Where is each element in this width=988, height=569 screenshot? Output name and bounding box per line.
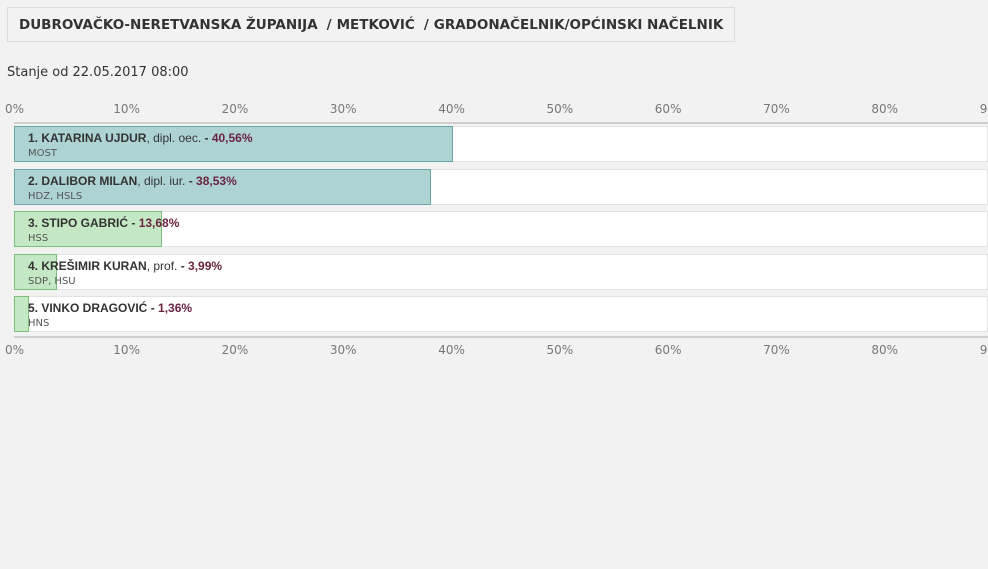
result-bar[interactable] — [14, 211, 163, 247]
top-axis-tick: 10% — [113, 102, 140, 116]
bottom-axis-tick: 70% — [763, 343, 790, 357]
top-axis-tick: 60% — [654, 102, 682, 116]
candidate-name: 3. STIPO GABRIĆ — [28, 216, 129, 230]
candidate-title: , dipl. oec. — [146, 131, 202, 145]
result-row-track — [14, 211, 988, 247]
bottom-axis-tick: 30% — [329, 343, 357, 357]
candidate-label: 5. VINKO DRAGOVIĆ - 1,36% — [28, 301, 193, 315]
breadcrumb-separator: / — [326, 16, 332, 33]
candidate-label: 4. KREŠIMIR KURAN, prof. - 3,99% — [28, 258, 223, 273]
candidate-title: , dipl. iur. — [137, 173, 186, 188]
candidate-party: HSS — [28, 233, 49, 244]
breadcrumb-city[interactable]: METKOVIĆ — [336, 16, 415, 33]
bottom-axis-tick: 0% — [5, 343, 25, 357]
candidate-label: 3. STIPO GABRIĆ - 13,68% — [28, 216, 180, 230]
bottom-axis-line — [14, 336, 988, 338]
bottom-axis-tick: 80% — [871, 343, 899, 357]
candidate-name: 1. KATARINA UJDUR — [28, 131, 147, 145]
bottom-axis-tick: 10% — [113, 343, 140, 357]
top-axis-tick: 0% — [5, 102, 25, 116]
bottom-axis-tick: 90% — [979, 343, 988, 357]
candidate-name: 4. KREŠIMIR KURAN — [28, 258, 147, 273]
breadcrumb-separator: / — [423, 16, 429, 33]
candidate-party: HNS — [28, 318, 50, 329]
candidate-name: 5. VINKO DRAGOVIĆ — [28, 301, 148, 315]
candidate-percent: 3,99% — [188, 258, 223, 273]
candidate-percent: 13,68% — [138, 216, 180, 230]
result-bar[interactable] — [14, 126, 454, 162]
result-row-track — [14, 253, 988, 290]
candidate-label: 2. DALIBOR MILAN, dipl. iur. - 38,53% — [28, 173, 237, 188]
status-label: Stanje od — [7, 65, 69, 80]
candidate-percent: 40,56% — [211, 131, 253, 145]
result-bar[interactable] — [14, 168, 432, 205]
top-axis-tick: 50% — [546, 102, 574, 116]
candidate-percent: 1,36% — [158, 301, 193, 315]
bottom-axis-tick: 50% — [546, 343, 574, 357]
top-axis-tick: 90% — [979, 102, 988, 116]
bottom-axis-tick: 20% — [221, 343, 249, 357]
result-bar[interactable] — [14, 296, 29, 332]
candidate-party: HDZ, HSLS — [28, 190, 83, 202]
breadcrumb-county[interactable]: DUBROVAČKO-NERETVANSKA ŽUPANIJA — [19, 16, 318, 33]
status-line: Stanje od 22.05.2017 08:00 — [7, 65, 189, 80]
breadcrumb-office[interactable]: GRADONAČELNIK/OPĆINSKI NAČELNIK — [433, 16, 724, 33]
top-axis-tick: 30% — [329, 102, 357, 116]
top-axis-tick: 80% — [871, 102, 899, 116]
status-datetime: 22.05.2017 08:00 — [72, 65, 189, 80]
candidate-percent: 38,53% — [196, 173, 237, 188]
breadcrumb: DUBROVAČKO-NERETVANSKA ŽUPANIJA / METKOV… — [7, 7, 736, 42]
results-chart: 0% 10% 20% 30% 40% 50% 60% 70% 80% 90% 0% 10% 20% 30%… — [0, 98, 988, 368]
result-bar[interactable] — [14, 253, 58, 290]
candidate-label: 1. KATARINA UJDUR, dipl. oec. - 40,56% — [28, 131, 253, 145]
top-axis-tick: 20% — [221, 102, 249, 116]
candidate-title: , prof. — [146, 258, 178, 273]
top-axis-line — [14, 122, 988, 124]
bottom-axis-tick: 40% — [438, 343, 465, 357]
top-axis-tick: 40% — [438, 102, 465, 116]
top-axis-tick: 70% — [763, 102, 790, 116]
bottom-axis-tick: 60% — [654, 343, 682, 357]
candidate-name: 2. DALIBOR MILAN — [28, 173, 138, 188]
candidate-party: MOST — [28, 148, 57, 159]
candidate-party: SDP, HSU — [28, 275, 76, 287]
